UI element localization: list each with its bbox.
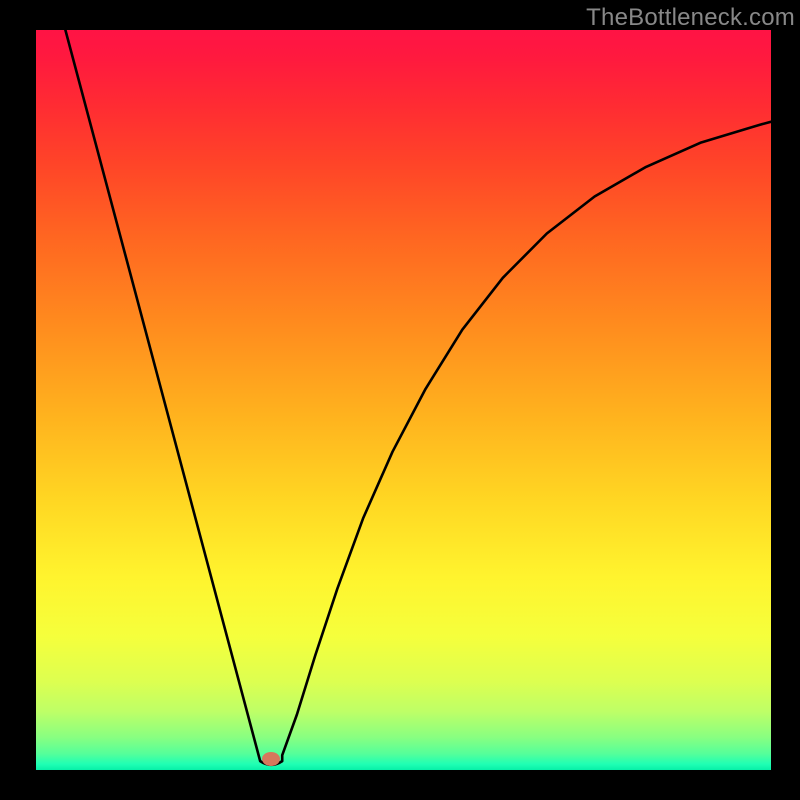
plot-area [36, 30, 771, 770]
chart-container: TheBottleneck.com [0, 0, 800, 800]
watermark-text: TheBottleneck.com [586, 4, 795, 32]
optimum-marker [262, 752, 280, 766]
bottleneck-curve [36, 30, 771, 770]
